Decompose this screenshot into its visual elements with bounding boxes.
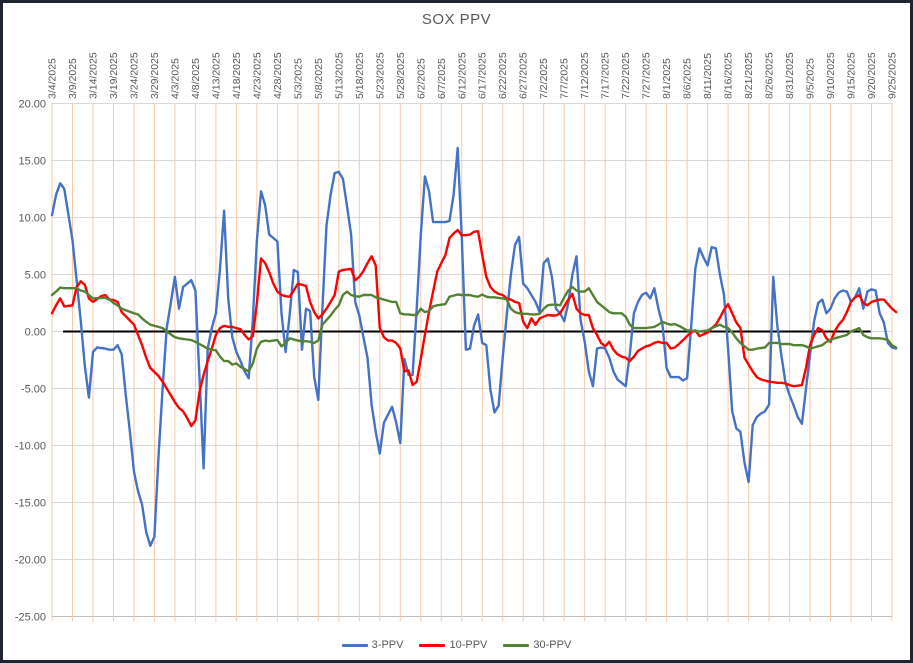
y-tick-label: 15.00	[18, 156, 46, 168]
x-tick-label: 5/8/2025	[313, 58, 325, 99]
y-tick-label: -10.00	[15, 441, 46, 453]
y-tick-label: 0.00	[25, 327, 46, 339]
legend-swatch-green-icon	[503, 643, 530, 647]
x-tick-label: 4/23/2025	[251, 52, 263, 99]
x-tick-label: 6/7/2025	[436, 58, 448, 99]
x-tick-label: 9/25/2025	[887, 52, 899, 99]
x-tick-label: 6/17/2025	[477, 52, 489, 99]
legend-label-3ppv: 3-PPV	[371, 639, 404, 651]
x-tick-label: 9/10/2025	[825, 52, 837, 99]
x-tick-label: 6/12/2025	[456, 52, 468, 99]
legend-label-30ppv: 30-PPV	[533, 639, 572, 651]
y-tick-label: -15.00	[15, 498, 46, 510]
x-tick-label: 7/12/2025	[579, 52, 591, 99]
legend-swatch-red-icon	[419, 643, 446, 647]
x-tick-label: 6/22/2025	[497, 52, 509, 99]
x-tick-label: 8/6/2025	[682, 58, 694, 99]
legend-swatch-blue-icon	[341, 643, 368, 647]
x-tick-label: 5/13/2025	[333, 52, 345, 99]
legend-item-3ppv[interactable]: 3-PPV	[341, 639, 404, 651]
x-tick-label: 5/28/2025	[395, 52, 407, 99]
x-tick-label: 5/18/2025	[354, 52, 366, 99]
x-tick-label: 6/2/2025	[415, 58, 427, 99]
y-tick-label: -20.00	[15, 555, 46, 567]
series-line-10-ppv[interactable]	[50, 228, 898, 428]
x-tick-label: 7/22/2025	[620, 52, 632, 99]
x-tick-label: 9/20/2025	[866, 52, 878, 99]
y-tick-label: 5.00	[25, 270, 46, 282]
y-tick-label: 20.00	[18, 99, 46, 111]
x-tick-label: 5/3/2025	[292, 58, 304, 99]
x-tick-label: 5/23/2025	[374, 52, 386, 99]
x-tick-label: 3/4/2025	[47, 58, 59, 99]
x-tick-label: 7/2/2025	[538, 58, 550, 99]
x-tick-label: 8/1/2025	[661, 58, 673, 99]
x-tick-label: 4/28/2025	[272, 52, 284, 99]
x-tick-label: 6/27/2025	[518, 52, 530, 99]
series-line-30-ppv[interactable]	[50, 285, 898, 373]
legend-item-10ppv[interactable]: 10-PPV	[419, 639, 487, 651]
x-tick-label: 8/16/2025	[723, 52, 735, 99]
x-tick-label: 4/8/2025	[190, 58, 202, 99]
legend-item-30ppv[interactable]: 30-PPV	[503, 639, 571, 651]
y-tick-label: -5.00	[21, 384, 46, 396]
x-tick-label: 3/19/2025	[108, 52, 120, 99]
series-line-3-ppv[interactable]	[50, 146, 898, 547]
x-tick-label: 4/18/2025	[231, 52, 243, 99]
x-tick-label: 7/7/2025	[559, 58, 571, 99]
x-tick-label: 3/14/2025	[87, 52, 99, 99]
x-tick-label: 7/17/2025	[600, 52, 612, 99]
y-tick-label: 10.00	[18, 213, 46, 225]
x-tick-label: 8/11/2025	[702, 53, 714, 99]
chart-title: SOX PPV	[421, 11, 492, 28]
x-tick-label: 3/24/2025	[128, 52, 140, 99]
x-tick-label: 9/15/2025	[846, 52, 858, 99]
x-tick-label: 4/3/2025	[169, 58, 181, 99]
x-tick-label: 8/21/2025	[743, 52, 755, 99]
x-tick-label: 7/27/2025	[641, 52, 653, 99]
x-tick-label: 3/29/2025	[149, 52, 161, 99]
legend: 3-PPV 10-PPV 30-PPV	[3, 634, 910, 656]
x-tick-label: 4/13/2025	[210, 52, 222, 99]
x-tick-label: 9/5/2025	[805, 58, 817, 99]
x-tick-label: 3/9/2025	[67, 58, 79, 99]
y-tick-label: -25.00	[15, 612, 46, 624]
plot-area: 20.00 15.00 10.00 5.00 0.00 -5.00 -10.00 -15.00…	[15, 52, 899, 624]
legend-label-10ppv: 10-PPV	[449, 639, 488, 651]
x-tick-label: 8/26/2025	[764, 52, 776, 99]
x-tick-label: 8/31/2025	[784, 52, 796, 99]
